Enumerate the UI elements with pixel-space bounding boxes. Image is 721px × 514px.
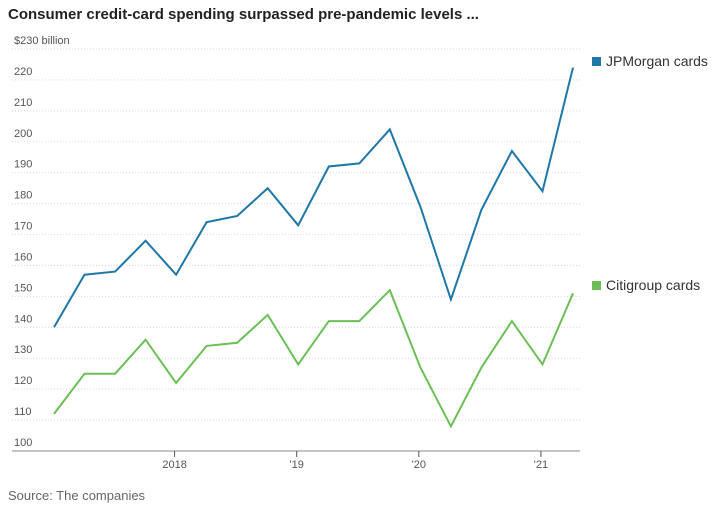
x-tick-label: 2018 xyxy=(162,459,186,471)
y-tick-label: 190 xyxy=(14,159,32,171)
y-tick-label: 180 xyxy=(14,190,32,202)
source-note: Source: The companies xyxy=(8,488,146,503)
y-tick-label: 170 xyxy=(14,221,32,233)
y-tick-label: 140 xyxy=(14,313,32,325)
y-tick-label: 100 xyxy=(14,437,32,449)
chart-title: Consumer credit-card spending surpassed … xyxy=(8,6,479,23)
y-tick-label: 220 xyxy=(14,66,32,78)
x-tick-label: '20 xyxy=(412,459,426,471)
series-line-citigroup-cards xyxy=(53,288,574,429)
y-tick-label: 130 xyxy=(14,344,32,356)
y-tick-label: 200 xyxy=(14,128,32,140)
y-tick-label: $230 billion xyxy=(14,35,70,47)
y-tick-label: 150 xyxy=(14,282,32,294)
legend-swatch-citigroup-cards xyxy=(592,281,601,290)
series-line-jpmorgan-cards xyxy=(53,67,574,328)
x-tick-label: '19 xyxy=(290,459,304,471)
legend-label-jpmorgan-cards: JPMorgan cards xyxy=(606,53,708,69)
y-tick-label: 160 xyxy=(14,251,32,263)
y-tick-label: 120 xyxy=(14,375,32,387)
y-tick-label: 110 xyxy=(14,406,32,418)
legend-swatch-jpmorgan-cards xyxy=(592,57,601,66)
legend-label-citigroup-cards: Citigroup cards xyxy=(606,277,700,293)
y-tick-label: 210 xyxy=(14,97,32,109)
x-tick-label: '21 xyxy=(534,459,548,471)
